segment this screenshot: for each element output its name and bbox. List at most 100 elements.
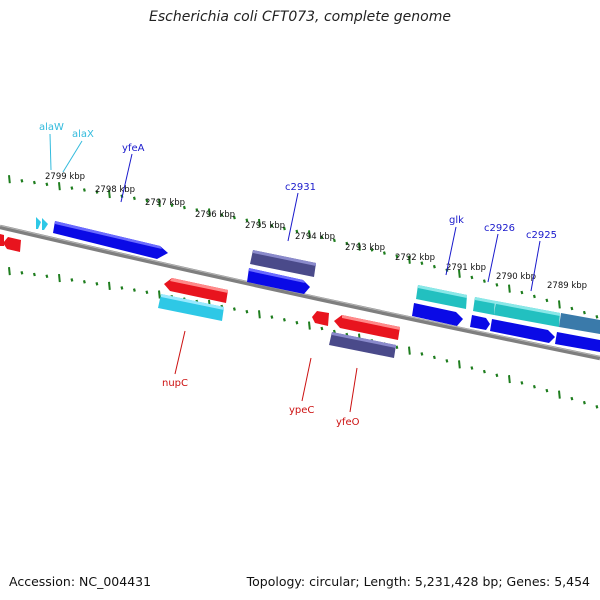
lower-ring-tick xyxy=(570,396,574,401)
leader-alaX xyxy=(62,140,83,173)
upper-ring-tick xyxy=(420,261,424,265)
gene-label-glk[interactable]: glk xyxy=(449,215,464,226)
lower-ring-tick xyxy=(82,280,86,284)
upper-ring-tick xyxy=(8,175,11,184)
gene-forward-2790b-feature[interactable] xyxy=(490,319,555,343)
leader-nupC xyxy=(174,330,186,375)
upper-ring-tick xyxy=(482,279,486,283)
upper-ring-tick xyxy=(182,205,186,210)
gene-reverse-edge-a-feature[interactable] xyxy=(0,234,4,246)
lower-ring-tick xyxy=(495,373,499,378)
upper-ring-tick xyxy=(595,315,599,319)
upper-ring-tick xyxy=(220,213,224,217)
trna-alaW-feature[interactable] xyxy=(36,217,41,229)
upper-ring-tick xyxy=(395,254,399,259)
lower-ring-tick xyxy=(120,286,124,290)
lower-ring-tick xyxy=(420,352,424,356)
upper-ring-tick xyxy=(170,203,174,207)
leader-ypeC xyxy=(301,357,312,402)
upper-ring-tick xyxy=(258,218,261,228)
upper-ring-tick xyxy=(158,198,161,207)
gene-label-alaW[interactable]: alaW xyxy=(39,122,64,133)
gene-c2931-feature[interactable] xyxy=(250,250,316,277)
gene-label-yfeA[interactable]: yfeA xyxy=(122,143,145,154)
upper-ring-tick xyxy=(558,300,561,309)
gene-nupC-feature[interactable] xyxy=(164,278,228,303)
lower-ring-tick xyxy=(95,282,99,286)
gene-label-c2931[interactable]: c2931 xyxy=(285,182,316,193)
kbp-label-2789: 2789 kbp xyxy=(547,281,587,291)
upper-ring-tick xyxy=(232,215,236,220)
upper-ring-tick xyxy=(195,208,199,212)
gene-label-yfeO[interactable]: yfeO xyxy=(336,417,360,428)
kbp-label-2792: 2792 kbp xyxy=(395,253,435,263)
lower-ring-tick xyxy=(270,315,274,319)
lower-ring-tick xyxy=(45,274,49,279)
gene-nupC-cyan-shine xyxy=(161,294,224,310)
leader-yfeO xyxy=(349,367,358,413)
gene-ypeC-feature[interactable] xyxy=(312,311,329,326)
kbp-label-2791: 2791 kbp xyxy=(446,263,486,273)
accession-text: Accession: NC_004431 xyxy=(9,574,152,589)
leader-c2925 xyxy=(530,240,541,292)
lower-ring-tick xyxy=(58,273,61,283)
upper-ring-tick xyxy=(332,238,336,243)
lower-ring-tick xyxy=(70,278,74,282)
gene-label-c2925[interactable]: c2925 xyxy=(526,230,557,241)
upper-ring-tick xyxy=(458,269,461,278)
lower-ring-tick xyxy=(108,281,111,290)
gene-yfeO-feature[interactable] xyxy=(329,332,396,358)
lower-ring-tick xyxy=(408,346,411,355)
lower-ring-tick xyxy=(245,309,249,314)
gene-yfeA-shine xyxy=(55,221,162,249)
gene-glk-feature[interactable] xyxy=(416,285,467,309)
lower-ring-tick xyxy=(545,388,549,393)
gene-c2926b-feature[interactable] xyxy=(494,301,560,327)
upper-ring-tick xyxy=(145,198,149,203)
lower-ring-tick xyxy=(395,345,399,350)
gene-nupC-cyan-feature[interactable] xyxy=(158,294,224,321)
lower-ring-tick xyxy=(308,321,311,330)
gene-label-c2926[interactable]: c2926 xyxy=(484,223,515,234)
gene-label-nupC[interactable]: nupC xyxy=(162,378,188,389)
gene-forward-2794-shine xyxy=(249,268,305,283)
genome-backbone-highlight xyxy=(0,225,600,357)
gene-label-ypeC[interactable]: ypeC xyxy=(289,405,314,416)
leader-glk xyxy=(445,226,457,276)
upper-ring-tick xyxy=(20,179,24,183)
upper-ring-tick xyxy=(32,180,36,185)
upper-ring-tick xyxy=(470,275,474,280)
gene-label-alaX[interactable]: alaX xyxy=(72,129,94,140)
gene-forward-2790a-feature[interactable] xyxy=(470,315,490,330)
gene-reverse-edge-b-feature[interactable] xyxy=(3,237,21,252)
upper-ring-tick xyxy=(432,264,436,269)
upper-ring-tick xyxy=(370,248,374,252)
gene-c2925-feature[interactable] xyxy=(559,313,600,334)
trna-alaX-feature[interactable] xyxy=(42,218,48,230)
upper-ring-tick xyxy=(58,182,61,191)
gene-forward-2794-feature[interactable] xyxy=(247,268,310,294)
lower-ring-tick xyxy=(132,288,136,292)
lower-ring-tick xyxy=(282,318,286,322)
kbp-label-2797: 2797 kbp xyxy=(145,198,185,208)
gene-c2926-shine xyxy=(475,297,560,316)
upper-ring-tick xyxy=(282,226,286,231)
lower-ring-tick xyxy=(295,320,299,325)
leader-yfeA xyxy=(120,153,133,203)
gene-yfeA-feature[interactable] xyxy=(53,221,168,259)
upper-ring-tick xyxy=(208,208,211,217)
gene-forward-2789-feature[interactable] xyxy=(555,332,600,352)
lower-ring-tick xyxy=(558,390,561,399)
upper-ring-tick xyxy=(308,230,311,239)
lower-ring-tick xyxy=(8,267,11,276)
upper-ring-tick xyxy=(70,186,74,190)
lower-ring-tick xyxy=(20,271,24,275)
lower-ring-tick xyxy=(520,381,524,385)
upper-tick-ring xyxy=(8,175,599,319)
upper-ring-tick xyxy=(582,310,586,315)
upper-ring-tick xyxy=(82,188,86,192)
gene-yfeO-red-feature[interactable] xyxy=(334,315,400,340)
lower-ring-tick xyxy=(145,290,149,295)
gene-forward-2791-feature[interactable] xyxy=(412,303,463,326)
